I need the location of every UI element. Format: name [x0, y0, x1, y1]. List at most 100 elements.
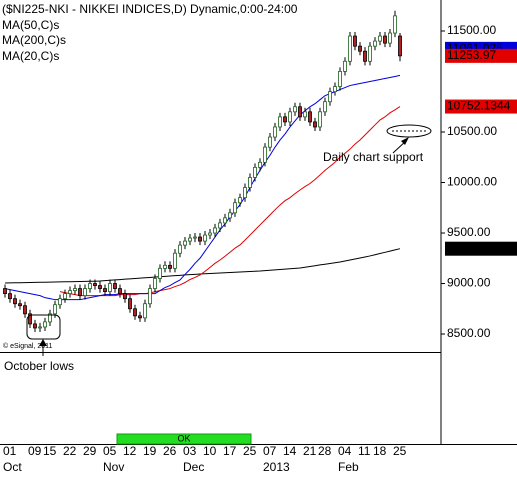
candle-body — [368, 45, 372, 62]
legend-entry: MA(50,C)s — [2, 18, 59, 32]
last-value-box — [445, 99, 517, 114]
candle-body — [43, 321, 47, 328]
candle-body — [378, 35, 382, 42]
annotation: October lows — [4, 359, 74, 373]
candle-body — [328, 91, 332, 103]
candle-body — [138, 315, 142, 319]
candle-body — [153, 278, 157, 289]
last-value-label: 11253.97 — [447, 48, 496, 62]
ma-line — [4, 248, 401, 284]
candle-body — [128, 298, 132, 310]
candle-body — [353, 35, 357, 47]
plot-area — [3, 10, 402, 333]
candle-body — [48, 313, 52, 323]
candle-body — [218, 222, 222, 229]
chart-title: ($NI225-NKI - NIKKEI INDICES,D) Dynamic,… — [2, 2, 298, 16]
y-tick-label: 9500.00 — [447, 225, 491, 239]
candle-body — [173, 252, 177, 269]
x-tick-label: 09 — [28, 444, 42, 458]
candle-body — [193, 236, 197, 239]
candle-body — [348, 35, 352, 62]
x-tick-label: 26 — [163, 444, 177, 458]
x-month-label: Feb — [338, 460, 359, 474]
candle-body — [58, 298, 62, 306]
candle-body — [233, 202, 237, 214]
candle-body — [323, 101, 327, 113]
candle-body — [103, 288, 107, 292]
candle-body — [278, 116, 282, 128]
candle-body — [298, 106, 302, 118]
candle-body — [28, 313, 32, 325]
candle-body — [318, 111, 322, 128]
candle-body — [358, 45, 362, 52]
x-tick-label: 25 — [243, 444, 257, 458]
candle-body — [313, 121, 317, 128]
candle-body — [108, 283, 112, 292]
candle-body — [288, 111, 292, 123]
candle-body — [123, 293, 127, 300]
candle-body — [243, 187, 247, 199]
candle-body — [13, 298, 17, 305]
candle-body — [63, 293, 67, 300]
candle-body — [363, 50, 367, 62]
x-tick-label: 22 — [63, 444, 77, 458]
x-tick-label: 15 — [43, 444, 57, 458]
candle-body — [93, 283, 97, 286]
candle-body — [33, 323, 37, 329]
candle-body — [203, 234, 207, 242]
candle-body — [158, 267, 162, 279]
y-tick-label: 10000.00 — [447, 175, 497, 189]
x-tick-label: 21 — [303, 444, 317, 458]
candle-body — [3, 288, 7, 295]
candle-body — [23, 305, 27, 315]
x-tick-label: 01 — [3, 444, 17, 458]
candle-body — [68, 290, 72, 295]
x-tick-label: 29 — [83, 444, 97, 458]
x-tick-label: 28 — [318, 444, 332, 458]
x-tick-label: 04 — [338, 444, 352, 458]
candle-body — [183, 240, 187, 246]
last-value-label: 9344.68848 — [447, 241, 511, 255]
candle-body — [228, 212, 232, 219]
candle-body — [338, 71, 342, 87]
annotation: Daily chart support — [323, 150, 424, 164]
candle-body — [133, 308, 137, 317]
candle-body — [168, 264, 172, 269]
arrow-head — [401, 137, 409, 145]
candle-body — [8, 293, 12, 300]
x-tick-label: 18 — [373, 444, 387, 458]
x-tick-label: 19 — [143, 444, 157, 458]
candle-body — [178, 244, 182, 254]
x-tick-label: 07 — [263, 444, 277, 458]
status-bar[interactable] — [116, 433, 252, 445]
y-tick-label: 8500.00 — [447, 326, 491, 340]
candle-body — [373, 40, 377, 47]
candle-body — [198, 236, 202, 242]
candle-body — [263, 146, 267, 163]
candle-body — [248, 177, 252, 188]
last-value-box — [445, 241, 517, 256]
candle-body — [253, 166, 257, 178]
candle-body — [118, 288, 122, 295]
candle-body — [393, 15, 397, 34]
candle-body — [18, 303, 22, 307]
x-tick-label: 10 — [203, 444, 217, 458]
candle-body — [83, 288, 87, 297]
candle-body — [148, 288, 152, 305]
candle-body — [78, 288, 82, 297]
x-tick-label: 05 — [103, 444, 117, 458]
candle-body — [88, 283, 92, 289]
candle-body — [208, 232, 212, 236]
lows-box — [26, 314, 61, 340]
y-tick-label: 10500.00 — [447, 124, 497, 138]
last-value-box — [445, 48, 517, 63]
candle-body — [303, 111, 307, 118]
last-value-label: 10752.1344 — [447, 99, 511, 113]
candle-body — [53, 304, 57, 315]
legend-entry: MA(20,C)s — [2, 49, 59, 63]
candle-body — [333, 86, 337, 93]
candle-body — [223, 217, 227, 224]
candle-body — [73, 288, 77, 291]
